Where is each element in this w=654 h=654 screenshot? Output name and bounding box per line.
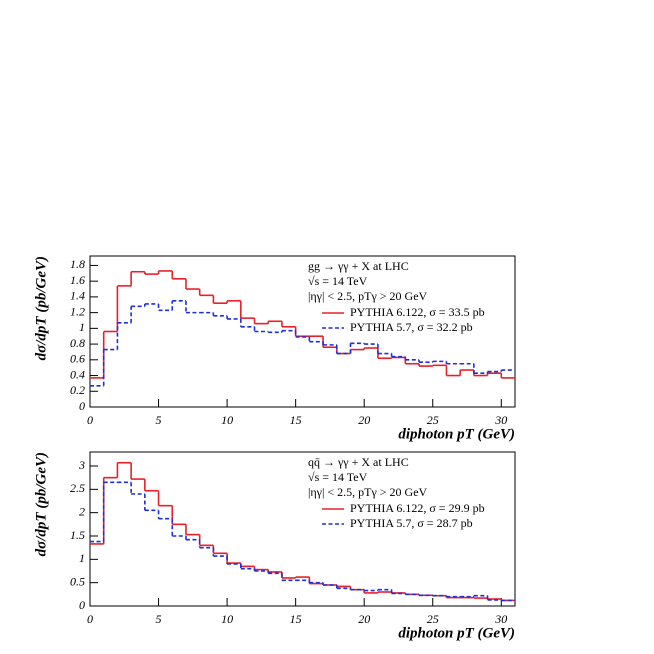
y-tick-label: 0.2 [70,383,85,397]
x-tick-label: 15 [290,413,302,427]
x-tick-label: 10 [221,413,233,427]
y-tick-label: 1 [79,320,85,334]
y-axis-label: dσ/dpT (pb/GeV) [33,452,49,556]
histogram-series [90,300,515,387]
histogram-series [90,481,515,602]
annotation: qq̄ → γγ + X at LHC [308,455,409,469]
x-tick-label: 0 [87,612,93,626]
y-tick-label: 2 [79,504,85,518]
x-tick-label: 5 [156,612,162,626]
x-tick-label: 15 [290,612,302,626]
plot-frame [89,255,516,408]
x-tick-label: 5 [156,413,162,427]
legend-label: PYTHIA 6.122, σ = 33.5 pb [350,305,485,319]
y-tick-label: 1.8 [70,257,85,271]
y-tick-label: 0.5 [70,574,85,588]
legend-label: PYTHIA 5.7, σ = 32.2 pb [350,320,473,334]
legend-label: PYTHIA 5.7, σ = 28.7 pb [350,516,473,530]
annotation: √s = 14 TeV [308,274,368,288]
annotation: √s = 14 TeV [308,470,368,484]
legend-label: PYTHIA 6.122, σ = 29.9 pb [350,501,485,515]
histogram-series [90,270,515,379]
x-tick-label: 20 [358,413,370,427]
x-tick-label: 0 [87,413,93,427]
y-tick-label: 0.8 [70,336,85,350]
x-tick-label: 30 [494,413,507,427]
annotation: |ηγ| < 2.5, pTγ > 20 GeV [308,485,428,499]
x-tick-label: 25 [427,413,439,427]
x-axis-label: diphoton pT (GeV) [398,426,515,442]
y-tick-label: 1 [79,551,85,565]
y-tick-label: 1.4 [70,289,85,303]
y-tick-label: 1.6 [70,273,85,287]
y-tick-label: 3 [78,458,85,472]
y-axis-label: dσ/dpT (pb/GeV) [33,256,49,360]
x-tick-label: 10 [221,612,233,626]
y-tick-label: 0 [79,399,85,413]
y-tick-label: 1.2 [70,304,85,318]
annotation: gg → γγ + X at LHC [308,259,409,273]
x-tick-label: 25 [427,612,439,626]
x-tick-label: 20 [358,612,370,626]
panel: 0 0.2 0.40.6 0.8 1 1.21.4 1.6 1.8 0 5 10 15 20 25 30di… [33,255,516,442]
y-tick-label: 0.6 [70,352,85,366]
y-tick-label: 0.4 [70,367,85,381]
plot-frame [89,451,516,607]
x-axis-label: diphoton pT (GeV) [398,625,515,641]
y-tick-label: 0 [79,598,85,612]
x-tick-label: 30 [494,612,507,626]
y-tick-label: 2.5 [70,481,85,495]
annotation: |ηγ| < 2.5, pTγ > 20 GeV [308,289,428,303]
y-tick-label: 1.5 [70,528,85,542]
